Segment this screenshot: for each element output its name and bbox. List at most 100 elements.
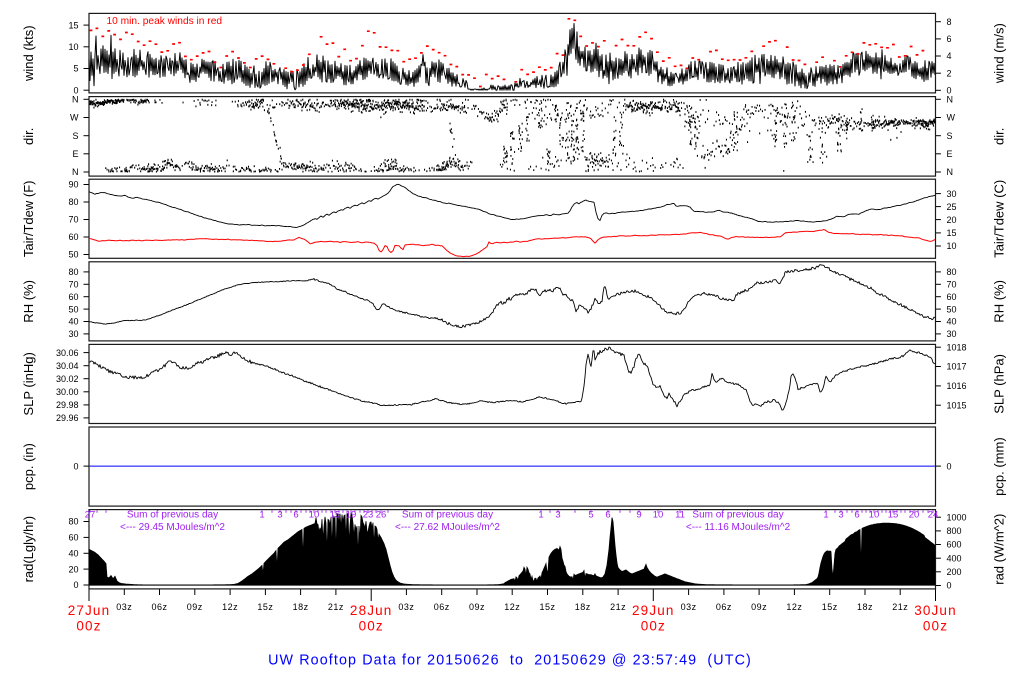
svg-text:S: S: [947, 131, 953, 141]
svg-text:12z: 12z: [786, 602, 802, 612]
svg-text:15: 15: [330, 509, 341, 520]
svg-text:03z: 03z: [681, 602, 697, 612]
svg-text:09z: 09z: [187, 602, 203, 612]
svg-text:wind (kts): wind (kts): [21, 25, 36, 82]
svg-text:29.98: 29.98: [56, 400, 79, 410]
svg-text:10: 10: [309, 509, 320, 520]
svg-text:15z: 15z: [257, 602, 273, 612]
svg-text:50: 50: [68, 250, 78, 260]
svg-text:6: 6: [605, 509, 610, 520]
svg-text:80: 80: [68, 197, 78, 207]
svg-text:6: 6: [854, 509, 859, 520]
svg-text:600: 600: [947, 540, 962, 550]
svg-text:6: 6: [947, 34, 952, 44]
svg-text:00z: 00z: [359, 618, 384, 633]
svg-text:60: 60: [68, 292, 78, 302]
svg-text:6: 6: [293, 509, 298, 520]
svg-text:10 min. peak winds in red: 10 min. peak winds in red: [107, 16, 223, 27]
svg-text:9: 9: [636, 509, 641, 520]
svg-text:20: 20: [909, 509, 920, 520]
svg-text:3: 3: [277, 509, 282, 520]
svg-text:30.04: 30.04: [56, 361, 79, 371]
svg-text:5: 5: [73, 64, 78, 74]
svg-text:15z: 15z: [539, 602, 555, 612]
svg-text:1: 1: [538, 509, 543, 520]
svg-text:18z: 18z: [293, 602, 309, 612]
svg-text:10: 10: [653, 509, 664, 520]
svg-text:18z: 18z: [857, 602, 873, 612]
svg-text:RH (%): RH (%): [992, 280, 1007, 323]
svg-text:E: E: [947, 149, 953, 159]
svg-text:30.06: 30.06: [56, 348, 79, 358]
svg-text:800: 800: [947, 526, 962, 536]
svg-text:SLP (inHg): SLP (inHg): [21, 352, 36, 415]
svg-text:25: 25: [947, 202, 957, 212]
svg-text:Sum of previous day: Sum of previous day: [127, 510, 218, 521]
svg-text:06z: 06z: [434, 602, 450, 612]
svg-text:W: W: [70, 113, 79, 123]
svg-text:11: 11: [675, 509, 685, 520]
svg-text:RH (%): RH (%): [21, 280, 36, 323]
svg-text:1: 1: [823, 509, 828, 520]
svg-text:30Jun: 30Jun: [914, 603, 957, 618]
svg-text:21z: 21z: [892, 602, 908, 612]
svg-text:60: 60: [68, 232, 78, 242]
svg-text:Tair/Tdew (C): Tair/Tdew (C): [992, 180, 1007, 258]
svg-text:0: 0: [947, 461, 952, 471]
svg-text:W: W: [947, 113, 956, 123]
svg-text:<--- 29.45 MJoules/m^2: <--- 29.45 MJoules/m^2: [120, 522, 225, 533]
svg-text:UW Rooftop Data for 20150626: UW Rooftop Data for 20150626 to 20150629…: [268, 653, 752, 669]
svg-text:rad (W/m^2): rad (W/m^2): [992, 514, 1007, 585]
svg-text:rad(Lgly/hr): rad(Lgly/hr): [21, 516, 36, 582]
svg-text:27: 27: [85, 509, 96, 520]
svg-text:50: 50: [68, 304, 78, 314]
svg-text:70: 70: [947, 280, 957, 290]
svg-text:1018: 1018: [947, 342, 967, 352]
svg-text:15: 15: [888, 509, 899, 520]
svg-text:40: 40: [68, 549, 78, 559]
svg-text:28Jun: 28Jun: [350, 603, 393, 618]
svg-text:<--- 27.62 MJoules/m^2: <--- 27.62 MJoules/m^2: [395, 522, 500, 533]
svg-text:0: 0: [947, 86, 952, 96]
svg-text:09z: 09z: [469, 602, 485, 612]
svg-text:30: 30: [947, 329, 957, 339]
svg-text:N: N: [72, 95, 79, 105]
svg-text:19: 19: [346, 509, 357, 520]
svg-text:1016: 1016: [947, 381, 967, 391]
svg-text:80: 80: [68, 517, 78, 527]
svg-text:60: 60: [947, 292, 957, 302]
svg-text:10: 10: [947, 241, 957, 251]
svg-text:24: 24: [928, 509, 939, 520]
svg-text:5: 5: [588, 509, 593, 520]
svg-text:06z: 06z: [716, 602, 732, 612]
svg-text:21z: 21z: [610, 602, 626, 612]
svg-text:60: 60: [68, 533, 78, 543]
svg-text:30: 30: [68, 329, 78, 339]
svg-text:80: 80: [947, 267, 957, 277]
svg-text:00z: 00z: [641, 618, 666, 633]
svg-text:<--- 11.16 MJoules/m^2: <--- 11.16 MJoules/m^2: [686, 522, 791, 533]
svg-text:09z: 09z: [751, 602, 767, 612]
svg-text:3: 3: [555, 509, 560, 520]
svg-text:50: 50: [947, 304, 957, 314]
svg-text:29.96: 29.96: [56, 413, 79, 423]
svg-text:3: 3: [838, 509, 843, 520]
svg-text:70: 70: [68, 215, 78, 225]
svg-text:8: 8: [947, 17, 952, 27]
svg-text:0: 0: [73, 85, 78, 95]
svg-text:03z: 03z: [116, 602, 132, 612]
svg-text:15z: 15z: [822, 602, 838, 612]
svg-text:23: 23: [363, 509, 374, 520]
svg-text:N: N: [947, 167, 954, 177]
svg-text:40: 40: [947, 317, 957, 327]
svg-text:20: 20: [68, 564, 78, 574]
svg-text:30.00: 30.00: [56, 387, 79, 397]
svg-text:1000: 1000: [947, 512, 967, 522]
svg-text:21z: 21z: [328, 602, 344, 612]
svg-text:2: 2: [947, 68, 952, 78]
svg-text:Sum of previous day: Sum of previous day: [692, 510, 783, 521]
svg-text:pcp. (mm): pcp. (mm): [992, 437, 1007, 496]
svg-text:03z: 03z: [398, 602, 414, 612]
svg-text:1015: 1015: [947, 400, 967, 410]
svg-text:4: 4: [947, 51, 952, 61]
